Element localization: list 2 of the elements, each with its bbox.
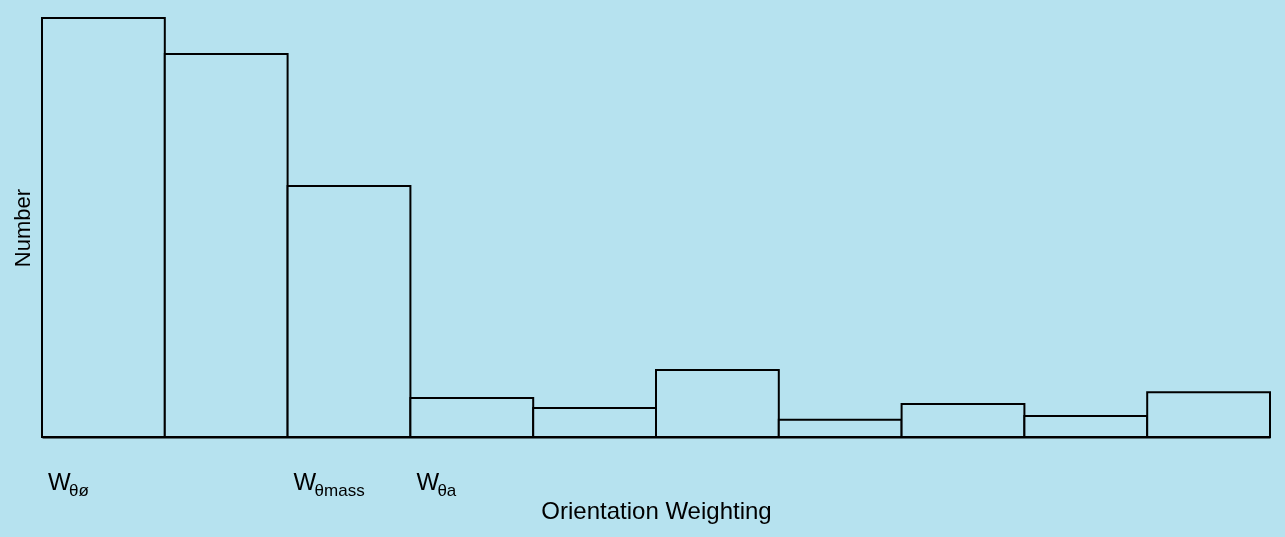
y-axis-title: Number xyxy=(9,188,35,268)
x-axis-title: Orientation Weighting xyxy=(541,496,772,524)
